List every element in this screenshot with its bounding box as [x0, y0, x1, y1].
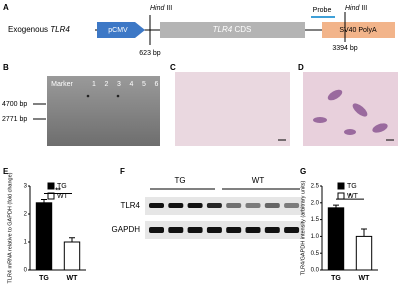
x-tick-label: TG: [331, 275, 341, 282]
site-position: 623 bp: [139, 50, 161, 57]
size-label: 4700 bp: [2, 101, 27, 108]
y-tick-label: 3: [24, 184, 28, 190]
panel-label: D: [298, 63, 304, 72]
blot: [145, 197, 303, 215]
x-tick-label: WT: [359, 275, 371, 282]
site-label: Hind III: [345, 5, 367, 12]
band: [149, 227, 164, 233]
lane-label: 6: [155, 81, 159, 88]
band: [284, 203, 300, 208]
band: [264, 227, 280, 233]
panel-label: B: [3, 63, 9, 72]
legend-swatch: [337, 192, 345, 200]
cells: [313, 89, 388, 135]
polya-shape: [322, 22, 395, 38]
band: [206, 227, 222, 233]
band: [187, 227, 203, 233]
y-tick-label: 0.0: [311, 268, 320, 274]
probe-label: Probe: [313, 7, 332, 14]
y-tick-label: 1: [24, 240, 28, 246]
band: [116, 94, 120, 98]
band: [86, 94, 90, 98]
row-label: GAPDH: [112, 225, 141, 234]
promoter-shape: [97, 22, 145, 38]
y-axis-label: TLR4 mRNA relative to GAPDH (fold change…: [7, 172, 13, 283]
lane-label: 2: [105, 81, 109, 88]
band: [226, 227, 242, 233]
bar: [35, 202, 53, 271]
polya-label: SV40 PolyA: [339, 27, 377, 34]
lane-label: 3: [117, 81, 121, 88]
lane-labels: 1 2 3 4 5 6: [92, 81, 159, 88]
band: [187, 203, 203, 208]
legend-swatch: [337, 182, 345, 190]
construct-label: Exogenous TLR4: [8, 25, 70, 34]
y-tick-label: 0: [24, 268, 28, 274]
legend-label: TG: [57, 183, 67, 190]
lane-label: 4: [130, 81, 134, 88]
y-tick-label: 0.5: [311, 251, 320, 257]
legend-label: WT: [57, 193, 69, 200]
significance-label: *: [349, 193, 352, 200]
gel-image: [47, 76, 160, 146]
x-tick-label: TG: [39, 275, 49, 282]
error-bar: [41, 198, 47, 203]
band: [149, 203, 164, 208]
band: [284, 227, 300, 233]
significance-label: **: [55, 187, 61, 194]
band: [264, 203, 280, 208]
y-axis-label: TLR4/GAPDH intensity (arbitrary units): [300, 180, 306, 275]
band: [206, 203, 222, 208]
error-bar: [69, 237, 75, 242]
y-tick-label: 2.0: [311, 200, 320, 206]
x-tick-label: WT: [67, 275, 79, 282]
legend-label: TG: [347, 183, 357, 190]
panel-label: A: [3, 3, 9, 12]
promoter-label: pCMV: [108, 27, 128, 34]
panel-label: E: [3, 167, 9, 176]
site-label: Hind III: [150, 5, 172, 12]
y-tick-label: 2.5: [311, 184, 320, 190]
lane-label: Marker: [51, 81, 73, 88]
band: [168, 203, 184, 208]
bar: [327, 207, 345, 271]
bar: [355, 235, 373, 271]
panel-label: C: [170, 63, 176, 72]
bands: [149, 203, 300, 233]
y-tick-label: 2: [24, 212, 28, 218]
legend-label: WT: [347, 193, 359, 200]
band: [245, 203, 261, 208]
group-label: WT: [252, 176, 265, 185]
size-label: 2771 bp: [2, 116, 27, 123]
row-label: TLR4: [120, 201, 140, 210]
lane-label: 1: [92, 81, 96, 88]
panel-label: G: [300, 167, 306, 176]
error-bar: [333, 204, 339, 208]
group-label: TG: [174, 176, 185, 185]
blot: [145, 221, 303, 239]
panel-label: F: [120, 167, 125, 176]
cds-label: TLR4 CDS: [213, 25, 252, 34]
band: [168, 227, 184, 233]
error-bar: [361, 228, 367, 237]
micrograph: [175, 72, 290, 146]
charts: 0 1 2 3 TLR4 mRNA relative to GAPDH (fold ch…: [7, 172, 378, 283]
band: [226, 203, 242, 208]
cds-shape: [160, 22, 305, 38]
lane-label: 5: [142, 81, 146, 88]
y-tick-label: 1.5: [311, 217, 320, 223]
y-tick-label: 1.0: [311, 234, 320, 240]
band: [245, 227, 261, 233]
bar: [63, 241, 81, 271]
legend-swatch: [47, 182, 55, 190]
site-position: 3394 bp: [332, 45, 357, 52]
